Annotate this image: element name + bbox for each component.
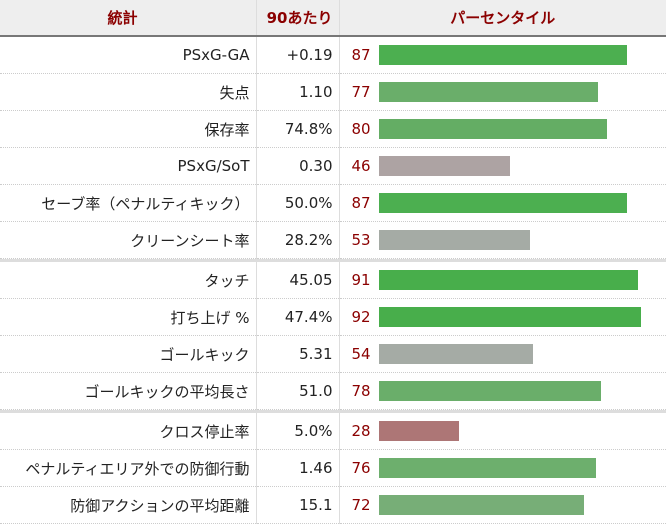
percentile-bar (378, 230, 530, 250)
table-row: 打ち上げ % 47.4% 92 (0, 298, 666, 336)
percentile-bar (378, 495, 584, 515)
stat-name: クリーンシート率 (0, 221, 257, 259)
separator-cell (0, 409, 257, 413)
percentile-bar (378, 458, 596, 478)
table-row: セーブ率（ペナルティキック） 50.0% 87 (0, 184, 666, 222)
table-row: タッチ 45.05 91 (0, 262, 666, 299)
percentile-cell: 54 (339, 335, 666, 373)
per90-value: 50.0% (256, 184, 340, 222)
stat-name: 打ち上げ % (0, 298, 257, 336)
table-row: PSxG-GA +0.19 87 (0, 36, 666, 74)
percentile-bar (378, 381, 601, 401)
percentile-value: 77 (351, 83, 371, 101)
separator-cell (0, 258, 257, 262)
per90-value: 0.30 (256, 147, 340, 185)
percentile-cell: 46 (339, 147, 666, 185)
table-row: クリーンシート率 28.2% 53 (0, 221, 666, 259)
table-body: PSxG-GA +0.19 87 失点 1.10 77 保存率 74.8% 80… (0, 36, 666, 524)
percentile-value: 28 (351, 422, 371, 440)
percentile-bar (378, 193, 627, 213)
percentile-value: 78 (351, 382, 371, 400)
table-row: PSxG/SoT 0.30 46 (0, 147, 666, 185)
header-row: 統計 90あたり パーセンタイル (0, 0, 666, 37)
percentile-bar (378, 270, 638, 290)
percentile-value: 92 (351, 308, 371, 326)
percentile-bar (378, 307, 641, 327)
per90-value: 5.31 (256, 335, 340, 373)
table-row: ゴールキック 5.31 54 (0, 335, 666, 373)
percentile-cell: 72 (339, 486, 666, 524)
per90-value: 1.46 (256, 449, 340, 487)
stat-name: 防御アクションの平均距離 (0, 486, 257, 524)
table-row: ゴールキックの平均長さ 51.0 78 (0, 372, 666, 410)
per90-value: 5.0% (256, 413, 340, 450)
percentile-cell: 53 (339, 221, 666, 259)
table-row: 保存率 74.8% 80 (0, 110, 666, 148)
column-header-percentile[interactable]: パーセンタイル (339, 0, 666, 37)
stat-name: ゴールキックの平均長さ (0, 372, 257, 410)
per90-value: 47.4% (256, 298, 340, 336)
stat-name: PSxG/SoT (0, 147, 257, 185)
stat-name: タッチ (0, 262, 257, 299)
stat-name: クロス停止率 (0, 413, 257, 450)
percentile-cell: 78 (339, 372, 666, 410)
per90-value: 45.05 (256, 262, 340, 299)
per90-value: 15.1 (256, 486, 340, 524)
percentile-cell: 77 (339, 73, 666, 111)
table-row: ペナルティエリア外での防御行動 1.46 76 (0, 449, 666, 487)
percentile-cell: 80 (339, 110, 666, 148)
percentile-value: 46 (351, 157, 371, 175)
per90-value: +0.19 (256, 36, 340, 74)
percentile-cell: 87 (339, 184, 666, 222)
percentile-cell: 76 (339, 449, 666, 487)
percentile-cell: 91 (339, 262, 666, 299)
per90-value: 51.0 (256, 372, 340, 410)
stat-name: 失点 (0, 73, 257, 111)
table-row: 失点 1.10 77 (0, 73, 666, 111)
percentile-cell: 28 (339, 413, 666, 450)
percentile-bar (378, 421, 459, 441)
stat-name: ペナルティエリア外での防御行動 (0, 449, 257, 487)
stat-name: セーブ率（ペナルティキック） (0, 184, 257, 222)
stat-name: PSxG-GA (0, 36, 257, 74)
percentile-value: 87 (351, 46, 371, 64)
percentile-value: 76 (351, 459, 371, 477)
percentile-bar (378, 156, 510, 176)
percentile-value: 80 (351, 120, 371, 138)
stat-name: ゴールキック (0, 335, 257, 373)
table-row: クロス停止率 5.0% 28 (0, 413, 666, 450)
percentile-bar (378, 82, 598, 102)
percentile-bar (378, 119, 607, 139)
separator-cell (256, 258, 340, 262)
stat-name: 保存率 (0, 110, 257, 148)
percentile-value: 72 (351, 496, 371, 514)
percentile-cell: 87 (339, 36, 666, 74)
percentile-bar (378, 45, 627, 65)
per90-value: 28.2% (256, 221, 340, 259)
percentile-value: 91 (351, 271, 371, 289)
percentile-value: 53 (351, 231, 371, 249)
per90-value: 1.10 (256, 73, 340, 111)
per90-value: 74.8% (256, 110, 340, 148)
percentile-bar (378, 344, 533, 364)
percentile-value: 54 (351, 345, 371, 363)
table-row: 防御アクションの平均距離 15.1 72 (0, 486, 666, 524)
percentile-cell: 92 (339, 298, 666, 336)
percentile-value: 87 (351, 194, 371, 212)
column-header-stat[interactable]: 統計 (0, 0, 257, 37)
column-header-per90[interactable]: 90あたり (256, 0, 340, 37)
separator-cell (256, 409, 340, 413)
